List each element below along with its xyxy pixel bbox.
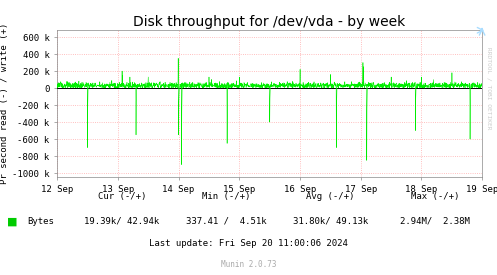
- Text: Max (-/+): Max (-/+): [411, 192, 459, 201]
- Text: RRDTOOL / TOBI OETIKER: RRDTOOL / TOBI OETIKER: [486, 47, 491, 129]
- Text: Cur (-/+): Cur (-/+): [97, 192, 146, 201]
- Text: Last update: Fri Sep 20 11:00:06 2024: Last update: Fri Sep 20 11:00:06 2024: [149, 239, 348, 248]
- Y-axis label: Pr second read (-) / write (+): Pr second read (-) / write (+): [0, 23, 9, 185]
- Text: ■: ■: [7, 216, 18, 226]
- Title: Disk throughput for /dev/vda - by week: Disk throughput for /dev/vda - by week: [134, 15, 406, 29]
- Text: 337.41 /  4.51k: 337.41 / 4.51k: [186, 217, 266, 226]
- Text: Bytes: Bytes: [27, 217, 54, 226]
- Text: Min (-/+): Min (-/+): [202, 192, 250, 201]
- Text: 31.80k/ 49.13k: 31.80k/ 49.13k: [293, 217, 368, 226]
- Text: 19.39k/ 42.94k: 19.39k/ 42.94k: [84, 217, 160, 226]
- Text: 2.94M/  2.38M: 2.94M/ 2.38M: [400, 217, 470, 226]
- Text: Munin 2.0.73: Munin 2.0.73: [221, 260, 276, 269]
- Text: Avg (-/+): Avg (-/+): [306, 192, 355, 201]
